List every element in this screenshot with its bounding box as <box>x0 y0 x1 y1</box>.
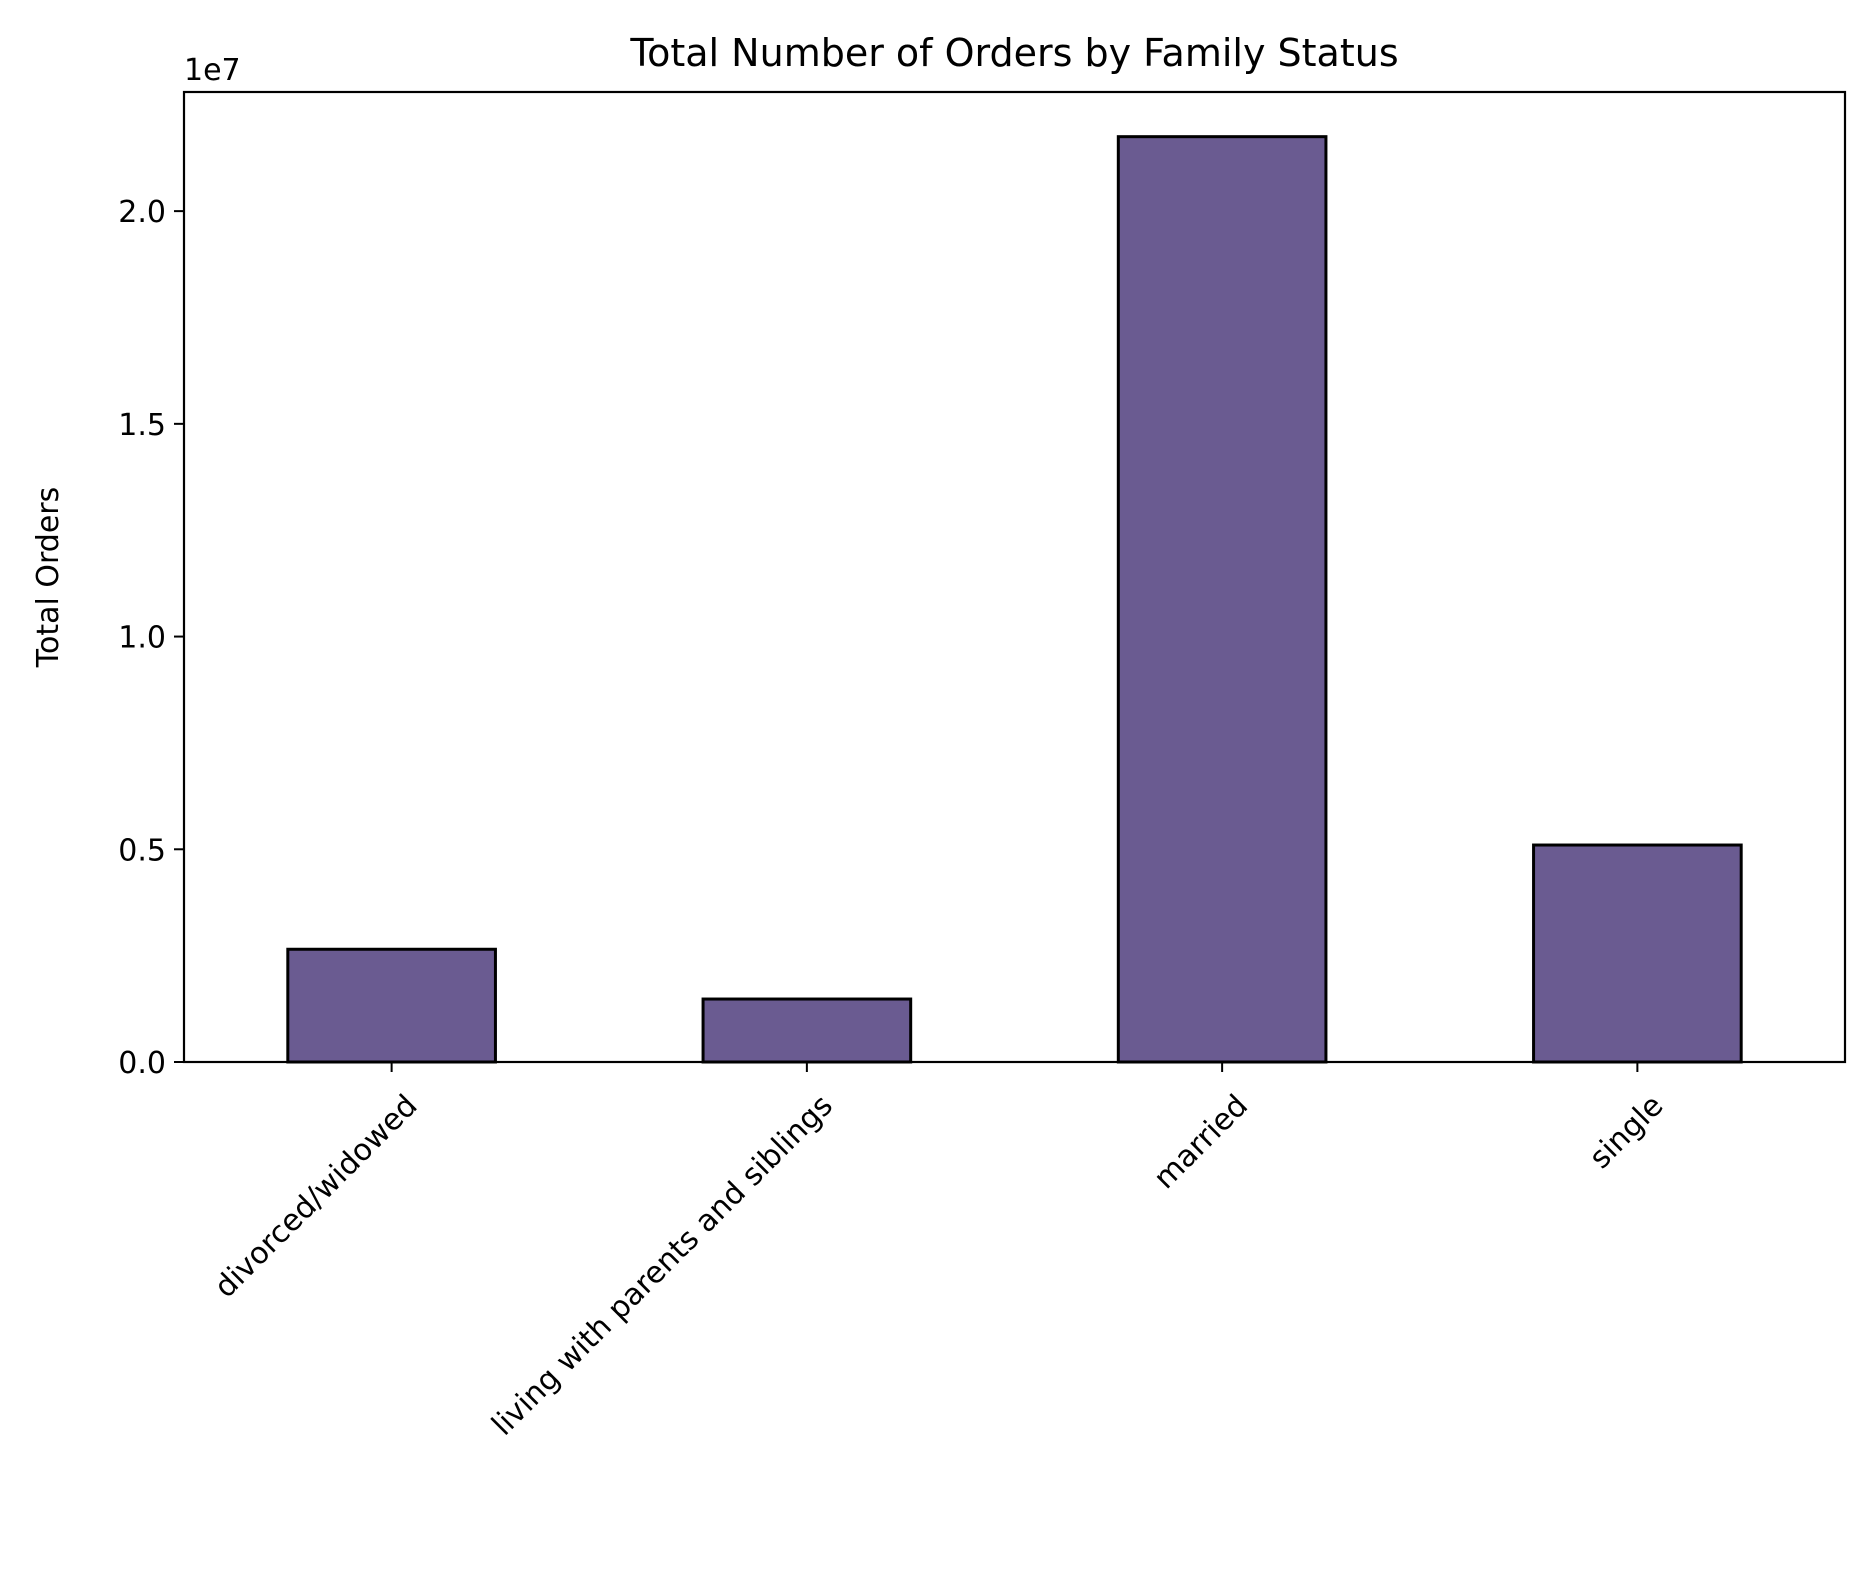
y-axis: 0.0 0.5 1.0 1.5 2.0 <box>118 195 184 1081</box>
y-tick-label: 1.5 <box>118 408 166 443</box>
x-tick-label: married <box>1147 1088 1255 1196</box>
x-tick-label: living with parents and siblings <box>485 1088 840 1443</box>
bars-layer <box>286 135 1743 1064</box>
x-tick-label: divorced/widowed <box>208 1088 425 1305</box>
chart-title: Total Number of Orders by Family Status <box>629 31 1398 75</box>
bar-living-with-parents-and-siblings <box>701 997 913 1064</box>
bar-married <box>1116 135 1328 1064</box>
y-tick-label: 2.0 <box>118 195 166 230</box>
bar-single <box>1532 843 1743 1064</box>
y-axis-label: Total Orders <box>31 487 66 668</box>
y-tick-label: 1.0 <box>118 621 166 656</box>
x-axis: divorced/widowed living with parents and … <box>208 1062 1671 1443</box>
bar-divorced-widowed <box>286 947 497 1064</box>
y-tick-label: 0.5 <box>118 833 166 868</box>
y-tick-label: 0.0 <box>118 1046 166 1081</box>
plot-frame <box>182 90 1847 1064</box>
y-axis-offset-label: 1e7 <box>184 53 241 88</box>
x-tick-label: single <box>1583 1088 1671 1176</box>
